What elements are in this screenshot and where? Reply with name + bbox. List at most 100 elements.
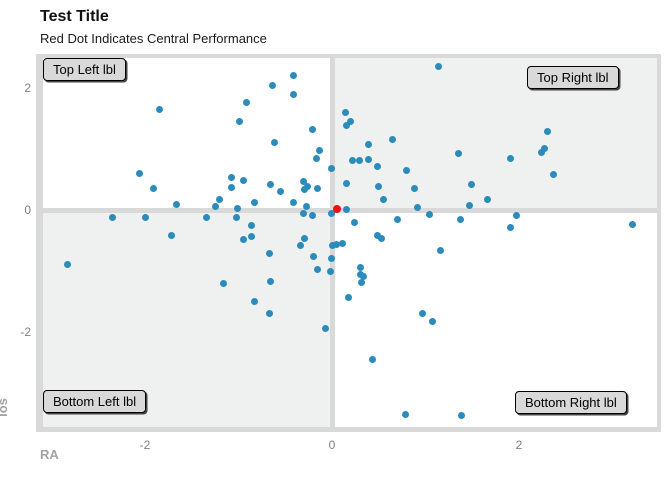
data-point [303,203,311,211]
quadrant-label-top-left: Top Left lbl [43,58,126,81]
quadrant-label-bottom-left: Bottom Left lbl [43,390,147,413]
data-point [413,204,421,212]
data-point [108,213,116,221]
data-point [358,279,366,287]
data-point [308,125,316,133]
data-point [349,157,357,165]
quadrant-label-top-right: Top Right lbl [527,66,619,89]
data-point [268,82,276,90]
data-point [342,121,350,129]
x-axis-title: RA [40,447,59,462]
data-point [402,411,410,419]
data-point [350,219,358,227]
data-point [308,211,316,219]
data-point [300,209,308,217]
chart-subtitle: Red Dot Indicates Central Performance [40,31,267,46]
data-point [309,253,317,261]
data-point [300,177,308,185]
data-point [550,170,558,178]
x-tick-label: -2 [139,438,151,452]
data-point [360,272,368,280]
data-point [368,355,376,363]
data-point [364,141,372,149]
data-point [271,139,279,147]
data-point [419,310,427,318]
data-point [227,174,235,182]
data-point [512,211,520,219]
plot-area: Top Left lbl Top Right lbl Bottom Left l… [43,58,657,427]
data-point [389,136,397,144]
data-point [248,222,256,230]
data-point [290,72,298,80]
quadrant-bottom-right [332,210,657,427]
data-point [265,310,273,318]
data-point [301,234,309,242]
data-point [328,242,336,250]
data-point [266,181,274,189]
data-point [457,412,465,420]
data-point [343,205,351,213]
data-point [135,169,143,177]
data-point [425,211,433,219]
y-tick-label: -2 [20,325,31,339]
data-point [296,241,304,249]
data-point [327,210,335,218]
x-tick-label: 2 [515,438,523,452]
data-point [628,221,636,229]
data-point [403,167,411,175]
quadrant-top-left [43,58,332,210]
data-point [326,268,334,276]
data-point [333,241,341,249]
data-point [304,182,312,190]
y-tick-label: 0 [24,203,31,217]
data-point [250,199,258,207]
data-point [243,98,251,106]
data-point [429,317,437,325]
data-point [540,144,548,152]
data-point [239,236,247,244]
data-point [341,108,349,116]
data-point [507,155,515,163]
data-point [537,149,545,157]
data-point [173,201,181,208]
central-point [332,204,341,213]
data-point [235,118,243,126]
data-point [378,235,386,243]
data-point [374,231,382,239]
x-tick-label: 0 [328,438,336,452]
data-point [266,278,274,286]
data-point [277,188,285,196]
data-point [467,180,475,188]
data-point [507,223,515,231]
data-point [239,177,247,185]
data-point [356,270,364,278]
data-point [321,324,329,332]
data-point [233,213,241,221]
data-point [347,118,355,126]
data-point [374,163,382,171]
data-point [211,203,219,211]
data-point [265,250,273,258]
data-point [357,264,365,272]
chart-title: Test Title [40,8,109,25]
data-point [483,196,491,204]
data-point [465,202,473,210]
data-point [375,182,383,190]
data-point [327,255,335,263]
data-point [250,298,258,305]
data-point [379,196,387,204]
data-point [216,196,224,204]
data-point [435,62,443,70]
data-point [316,147,324,155]
y-axis-title: los [0,398,10,417]
y-tick-label: 2 [24,81,31,95]
data-point [167,231,175,239]
data-point [312,154,320,162]
data-point [454,149,462,157]
quadrant-label-bottom-right: Bottom Right lbl [515,391,627,414]
data-point [327,165,335,173]
data-point [203,214,211,222]
data-point [338,240,346,248]
data-point [343,180,351,188]
